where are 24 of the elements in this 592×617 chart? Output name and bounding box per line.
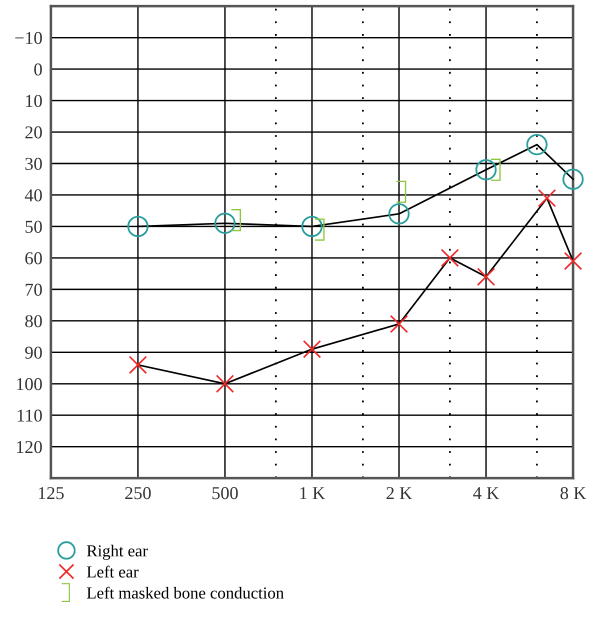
legend-label: Right ear [86,544,148,560]
y-tick-label: 100 [17,378,42,390]
legend-label: Left masked bone conduction [86,586,284,599]
y-tick-label: 40 [24,189,42,202]
y-tick-label: 30 [25,158,42,170]
y-tick-label: 80 [25,315,42,328]
y-tick-label: 70 [26,284,42,296]
x-tick-label: 4 K [473,487,500,500]
y-tick-label: 60 [25,252,42,264]
x-tick-label: 250 [125,487,151,500]
x-tick-label: 500 [212,487,238,500]
x-tick-label: 125 [38,487,64,500]
x-tick-label: 8 K [560,487,586,500]
y-tick-label: 110 [18,410,42,422]
y-tick-label: 50 [26,220,42,233]
legend-label: Left ear [86,566,139,578]
x-tick-label: 2 K [386,487,412,500]
y-tick-label: 0 [34,63,42,76]
y-tick-label: 120 [17,440,42,454]
y-tick-label: 10 [26,94,42,108]
y-tick-label: 90 [25,346,42,359]
y-tick-label: −10 [15,32,42,44]
x-tick-label: 1 K [300,487,326,500]
y-tick-label: 20 [25,126,42,138]
